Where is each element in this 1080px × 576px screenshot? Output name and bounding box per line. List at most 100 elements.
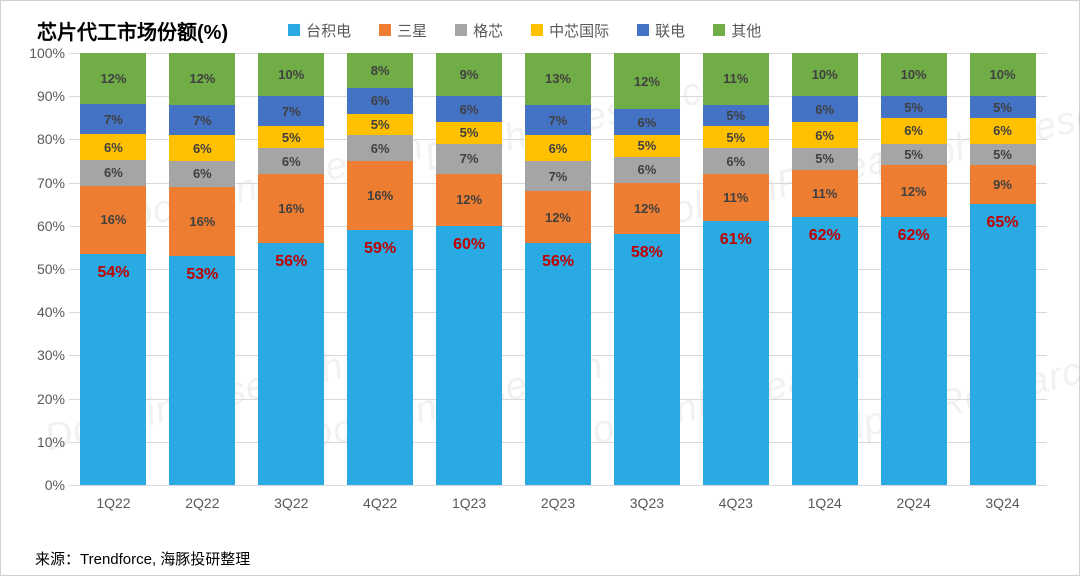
bars-row: 54%16%6%6%7%12%53%16%6%6%7%12%56%16%6%5%… [69,53,1047,485]
bar-group: 62%11%5%6%6%10% [780,53,869,485]
y-axis-labels: 0%10%20%30%40%50%60%70%80%90%100% [21,53,65,485]
y-axis-label: 40% [37,304,65,320]
bar-segment-other: 10% [258,53,324,96]
bar-segment-smic: 6% [80,134,146,160]
x-axis-label: 2Q23 [514,489,603,513]
x-axis-labels: 1Q222Q223Q224Q221Q232Q233Q234Q231Q242Q24… [69,489,1047,513]
bar-segment-samsung: 16% [80,186,146,254]
bar-segment-other: 8% [347,53,413,88]
x-axis-label: 3Q24 [958,489,1047,513]
bar-segment-gf: 6% [169,161,235,187]
bar-segment-samsung: 12% [525,191,591,243]
primary-value-label: 56% [275,253,307,271]
bar-segment-gf: 6% [80,160,146,186]
bar-segment-smic: 6% [881,118,947,144]
stacked-bar: 60% 12%7%5%6%9% [436,53,502,485]
primary-value-label: 56% [542,253,574,271]
bar-segment-smic: 5% [703,126,769,148]
bar-group: 56%16%6%5%7%10% [247,53,336,485]
stacked-bar: 56%12%7%6%7%13% [525,53,591,485]
bar-segment-smic: 5% [614,135,680,157]
x-axis-label: 3Q23 [602,489,691,513]
bar-segment-samsung: 16% [347,161,413,230]
bar-segment-smic: 5% [436,122,502,144]
stacked-bar: 58%12%6%5%6%12% [614,53,680,485]
y-axis-label: 70% [37,175,65,191]
bar-segment-samsung: 12% [614,183,680,235]
bar-segment-smic: 6% [970,118,1036,144]
legend-swatch-icon [713,24,725,36]
primary-value-label: 54% [97,264,129,282]
bar-segment-umc: 6% [614,109,680,135]
y-axis-label: 20% [37,391,65,407]
y-axis-label: 60% [37,218,65,234]
bar-segment-umc: 6% [436,96,502,122]
primary-value-label: 60% [453,236,485,254]
bar-segment-umc: 7% [258,96,324,126]
bar-segment-other: 12% [80,53,146,104]
x-axis-label: 2Q24 [869,489,958,513]
bar-segment-umc: 7% [525,105,591,135]
bar-segment-other: 10% [970,53,1036,96]
bar-segment-gf: 7% [525,161,591,191]
legend-label: 联电 [655,20,685,41]
bar-segment-gf: 5% [881,144,947,166]
x-axis-label: 1Q22 [69,489,158,513]
stacked-bar: 56%16%6%5%7%10% [258,53,324,485]
legend-item-samsung: 三星 [379,20,427,41]
bar-segment-gf: 7% [436,144,502,174]
legend-label: 其他 [731,20,761,41]
legend-label: 三星 [397,20,427,41]
bar-segment-gf: 5% [792,148,858,170]
bar-segment-smic: 5% [258,126,324,148]
bar-segment-umc: 7% [169,105,235,135]
bar-group: 56%12%7%6%7%13% [514,53,603,485]
chart-header: 芯片代工市场份额(%) 台积电三星格芯中芯国际联电其他 [27,13,1053,47]
bar-segment-umc: 5% [703,105,769,127]
bar-group: 58%12%6%5%6%12% [602,53,691,485]
bar-segment-other: 10% [792,53,858,96]
bar-segment-smic: 6% [169,135,235,161]
y-axis-label: 90% [37,88,65,104]
bar-group: 54%16%6%6%7%12% [69,53,158,485]
primary-value-label: 62% [898,227,930,245]
bar-segment-samsung: 12% [436,174,502,226]
stacked-bar: 61%11%6%5%5%11% [703,53,769,485]
stacked-bar: 53%16%6%6%7%12% [169,53,235,485]
bar-segment-umc: 6% [792,96,858,122]
bar-segment-gf: 6% [258,148,324,174]
bar-segment-tsmc: 59% [347,230,413,485]
primary-value-label: 61% [720,231,752,249]
bar-segment-other: 13% [525,53,591,105]
bar-segment-samsung: 16% [169,187,235,256]
x-axis-label: 1Q23 [425,489,514,513]
legend-label: 中芯国际 [549,20,609,41]
bar-segment-other: 10% [881,53,947,96]
legend-swatch-icon [288,24,300,36]
y-axis-label: 30% [37,347,65,363]
y-axis-label: 80% [37,131,65,147]
bar-segment-other: 12% [614,53,680,109]
chart-zone: 0%10%20%30%40%50%60%70%80%90%100% 54%16%… [69,53,1047,513]
legend-item-smic: 中芯国际 [531,20,609,41]
legend-swatch-icon [637,24,649,36]
bar-segment-umc: 6% [347,88,413,114]
chart-title: 芯片代工市场份额(%) [37,16,228,45]
bar-segment-samsung: 9% [970,165,1036,204]
y-axis-label: 0% [45,477,65,493]
bar-segment-tsmc: 53% [169,256,235,485]
legend-swatch-icon [379,24,391,36]
bar-segment-gf: 5% [970,144,1036,166]
legend-swatch-icon [531,24,543,36]
bar-segment-tsmc: 56% [258,243,324,485]
bar-segment-samsung: 12% [881,165,947,217]
chart-container: DolphinResearchDolphinResearchDolphinRes… [0,0,1080,576]
legend-label: 台积电 [306,20,351,41]
primary-value-label: 62% [809,227,841,245]
legend-item-umc: 联电 [637,20,685,41]
bar-segment-umc: 5% [881,96,947,118]
primary-value-label: 53% [186,266,218,284]
stacked-bar: 54%16%6%6%7%12% [80,53,146,485]
bar-segment-other: 9% [436,53,502,96]
bar-segment-tsmc: 58% [614,234,680,485]
